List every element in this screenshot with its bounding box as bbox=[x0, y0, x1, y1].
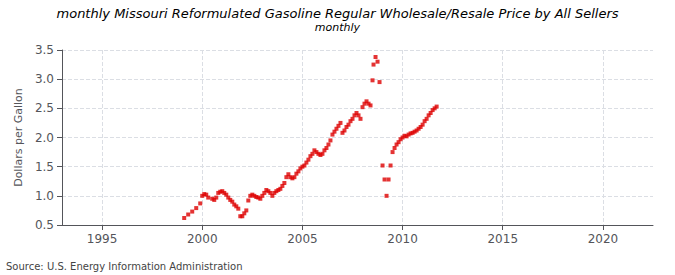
svg-text:Dollars per Gallon: Dollars per Gallon bbox=[12, 88, 25, 187]
svg-text:2020: 2020 bbox=[588, 232, 619, 246]
svg-text:2.5: 2.5 bbox=[35, 101, 54, 115]
svg-text:2.0: 2.0 bbox=[35, 131, 54, 145]
svg-text:1995: 1995 bbox=[87, 232, 118, 246]
svg-text:2005: 2005 bbox=[287, 232, 318, 246]
svg-text:Source: U.S. Energy Informatio: Source: U.S. Energy Information Administ… bbox=[6, 261, 243, 272]
svg-text:2010: 2010 bbox=[387, 232, 418, 246]
svg-text:3.5: 3.5 bbox=[35, 43, 54, 57]
svg-text:2000: 2000 bbox=[187, 232, 218, 246]
svg-text:1.0: 1.0 bbox=[35, 189, 54, 203]
svg-text:monthly: monthly bbox=[315, 21, 361, 34]
svg-text:2015: 2015 bbox=[487, 232, 518, 246]
svg-text:3.0: 3.0 bbox=[35, 72, 54, 86]
svg-text:1.5: 1.5 bbox=[35, 160, 54, 174]
svg-text:monthly Missouri Reformulated: monthly Missouri Reformulated Gasoline R… bbox=[57, 6, 619, 21]
svg-text:0.5: 0.5 bbox=[35, 218, 54, 232]
